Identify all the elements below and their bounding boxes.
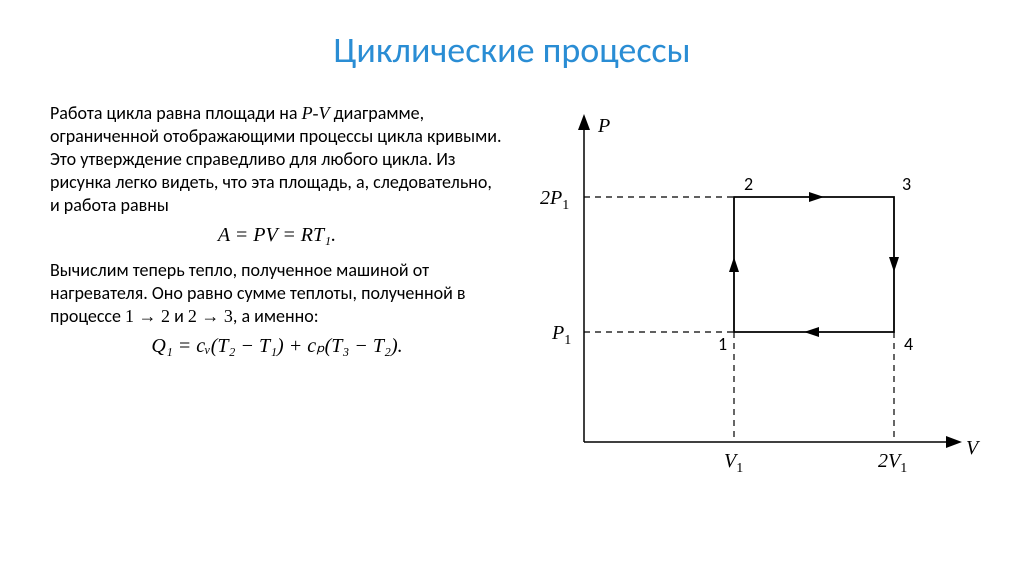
diagram-column: P V P1 2P1 V1 2V1 1 2 3 4 [524, 102, 984, 507]
cycle-path [734, 197, 894, 332]
p-axis-arrow-icon [578, 114, 590, 130]
proc-23: 2 → 3 [188, 306, 233, 326]
label-p1: P1 [551, 322, 571, 348]
para2-mid: и [170, 305, 188, 327]
formula-heat: Q₁ = cᵥ(T₂ − T₁) + cₚ(T₃ − T₂). [50, 334, 504, 360]
label-v1: V1 [724, 450, 743, 476]
para2-end: , а именно: [233, 305, 319, 327]
pv-diagram: P V P1 2P1 V1 2V1 1 2 3 4 [524, 102, 984, 502]
text-column: Работа цикла равна площади на P-V диагра… [50, 102, 504, 507]
label-2v1: 2V1 [878, 450, 907, 476]
arrow-41-icon [804, 327, 819, 337]
paragraph-2: Вычислим теперь тепло, полученное машино… [50, 259, 504, 328]
pv-term: P-V [302, 103, 330, 123]
content-row: Работа цикла равна площади на P-V диагра… [0, 72, 1024, 507]
point-2: 2 [744, 173, 753, 195]
page-title: Циклические процессы [0, 0, 1024, 72]
arrow-12-icon [729, 257, 739, 272]
label-v-axis: V [966, 437, 981, 459]
v-axis-arrow-icon [946, 436, 962, 448]
proc-12: 1 → 2 [125, 306, 170, 326]
point-3: 3 [902, 173, 911, 195]
para1-prefix: Работа цикла равна площади на [50, 102, 302, 124]
formula-work: A = PV = RT₁. [50, 223, 504, 249]
point-4: 4 [904, 333, 913, 355]
arrow-23-icon [809, 192, 824, 202]
label-2p1: 2P1 [540, 187, 569, 213]
arrow-34-icon [889, 257, 899, 272]
label-p-axis: P [597, 115, 610, 137]
point-1: 1 [718, 333, 727, 355]
paragraph-1: Работа цикла равна площади на P-V диагра… [50, 102, 504, 217]
